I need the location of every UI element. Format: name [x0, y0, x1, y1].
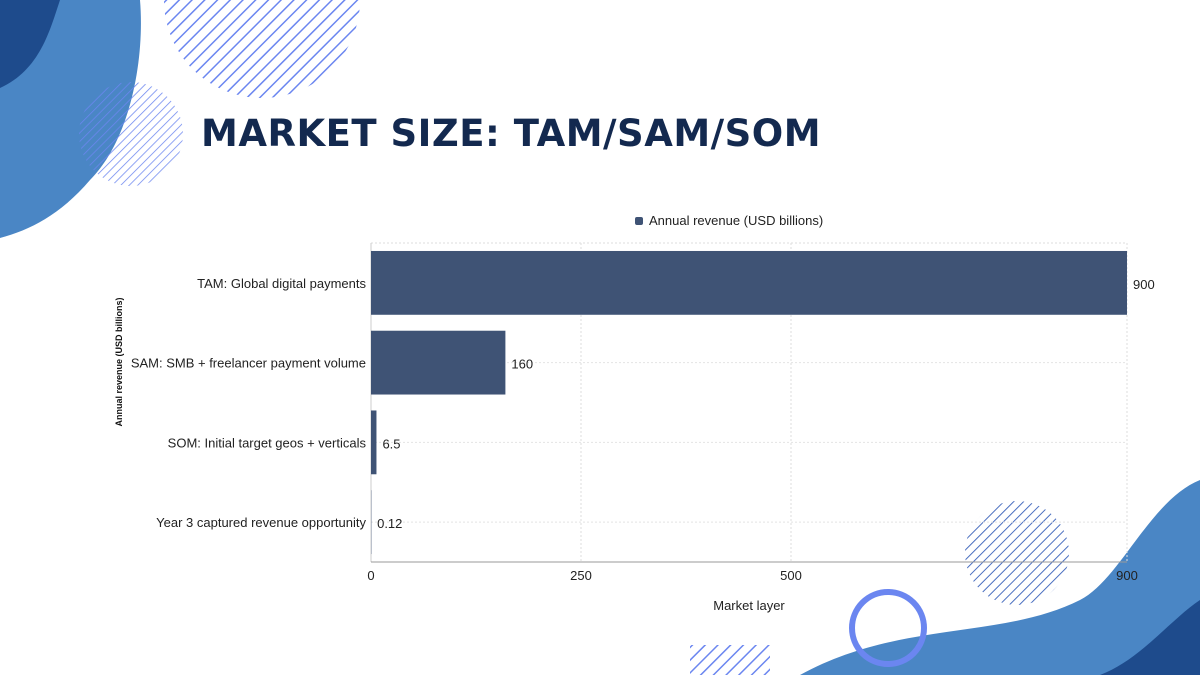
x-tick-label: 250	[570, 568, 592, 583]
blob-light-bottom-right	[800, 480, 1200, 675]
ring-circle	[849, 589, 927, 667]
data-label: 900	[1133, 277, 1155, 292]
blob-dark-top-left	[0, 0, 60, 88]
chart-legend: Annual revenue (USD billions)	[635, 213, 823, 228]
slide-title: MARKET SIZE: TAM/SAM/SOM	[201, 112, 822, 155]
data-label: 0.12	[377, 516, 402, 531]
bar	[371, 410, 377, 475]
y-axis-title: Annual revenue (USD billions)	[114, 297, 124, 426]
hatch-circle-left	[79, 82, 183, 186]
hatch-circle-bottom-right	[965, 501, 1069, 605]
hatch-circle-top	[164, 0, 360, 98]
data-label: 160	[511, 357, 533, 372]
category-label: Year 3 captured revenue opportunity	[156, 515, 366, 530]
data-label: 6.5	[382, 436, 400, 451]
bar	[371, 330, 506, 395]
category-label: SAM: SMB + freelancer payment volume	[131, 356, 366, 371]
x-tick-label: 500	[780, 568, 802, 583]
x-axis-title: Market layer	[713, 598, 785, 613]
blob-dark-bottom-right	[1100, 600, 1200, 675]
category-label: SOM: Initial target geos + verticals	[168, 435, 367, 450]
x-tick-label: 900	[1116, 568, 1138, 583]
x-tick-label: 0	[367, 568, 374, 583]
legend-label: Annual revenue (USD billions)	[649, 213, 824, 228]
hatch-strip-bottom	[690, 645, 770, 675]
legend-swatch	[635, 216, 643, 225]
blob-light-top-left	[0, 0, 141, 238]
bar	[371, 250, 1127, 315]
category-label: TAM: Global digital payments	[197, 276, 366, 291]
